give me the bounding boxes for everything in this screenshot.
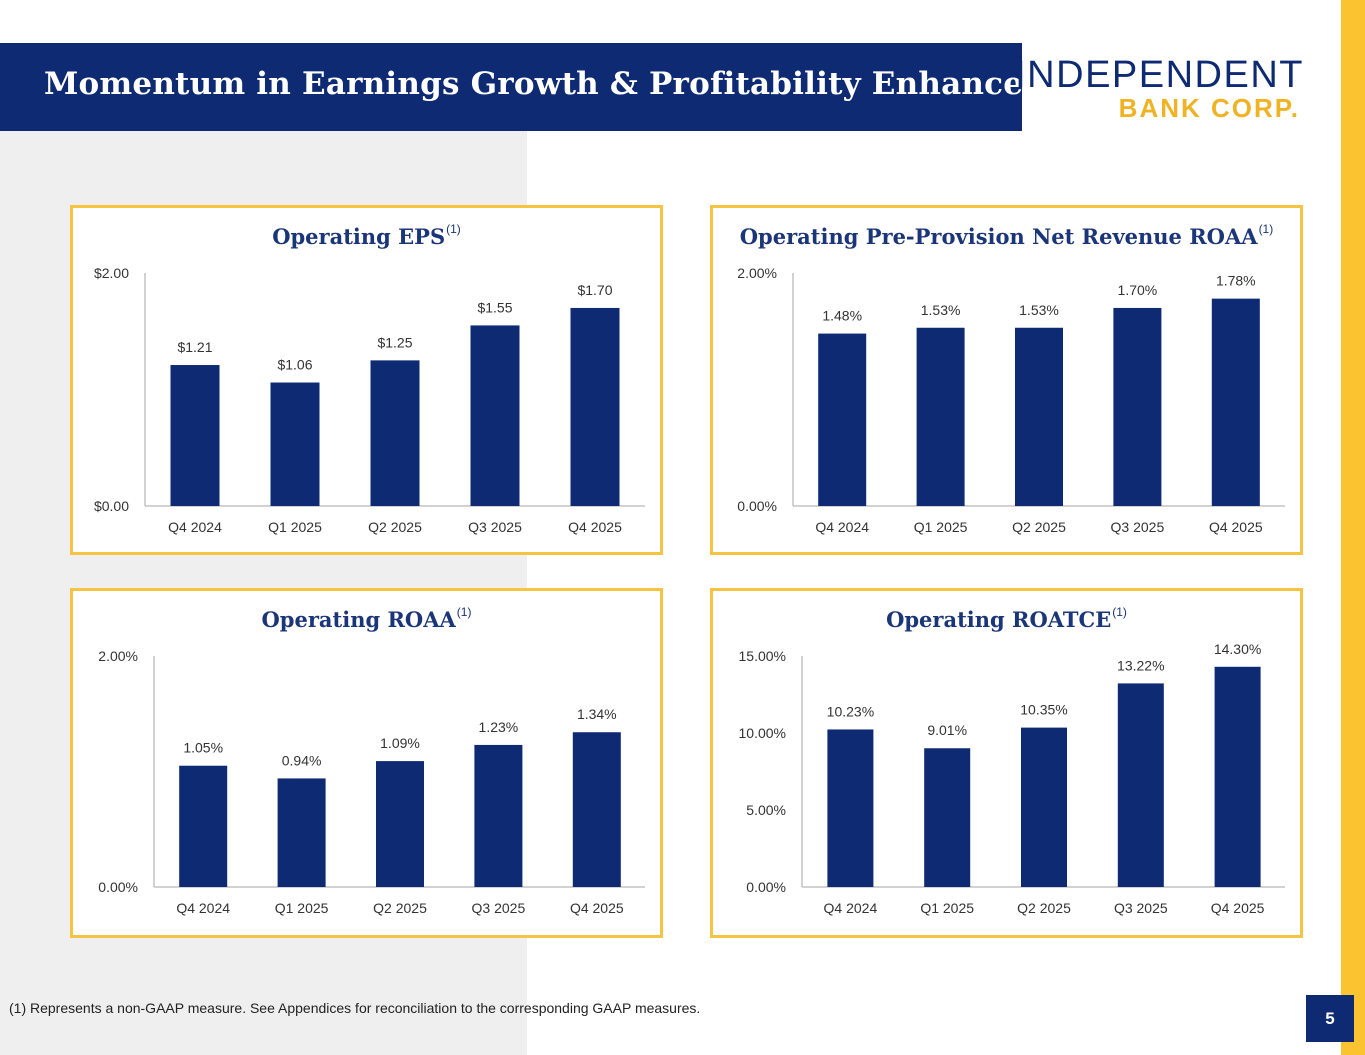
bar [1211, 298, 1260, 506]
data-label: 1.78% [1216, 273, 1256, 289]
roaa-chart-panel: Operating ROAA(1) 0.00% 2.00% 1.05% Q4 2024… [70, 588, 663, 938]
roatce-chart-panel: Operating ROATCE(1) 0.00% 5.00% 10.00% 15.0… [710, 588, 1303, 938]
data-label: 1.53% [921, 302, 961, 318]
y-tick-label: 2.00% [737, 265, 777, 281]
bar [170, 365, 220, 506]
pprn-roaa-chart: 0.00% 2.00% 1.48% Q4 2024 1.53% Q1 2025 1.53% Q… [737, 265, 1285, 535]
logo-subtitle: BANK CORP. [1118, 93, 1300, 123]
data-label: $1.21 [177, 339, 212, 355]
bar [179, 765, 228, 887]
data-label: 1.53% [1019, 302, 1059, 318]
data-label: 1.23% [479, 719, 519, 735]
x-tick-label: Q2 2025 [1017, 900, 1071, 916]
data-label: $1.55 [477, 299, 512, 315]
y-tick-label: 0.00% [746, 879, 786, 895]
x-tick-label: Q4 2025 [568, 519, 622, 535]
gold-side-stripe [1341, 0, 1365, 1055]
x-tick-label: Q4 2025 [570, 900, 624, 916]
x-tick-label: Q2 2025 [373, 900, 427, 916]
chart-title: Operating EPS(1) [272, 222, 461, 249]
bar [818, 333, 867, 506]
y-tick-label: 10.00% [739, 725, 786, 741]
y-tick-label: 15.00% [739, 648, 786, 664]
eps-chart-panel: Operating EPS(1) $0.00 $2.00 $1.21 Q4 2024 $… [70, 205, 663, 555]
x-tick-label: Q4 2025 [1209, 519, 1263, 535]
data-label: 1.09% [380, 735, 420, 751]
bar [277, 778, 326, 887]
data-label: 1.48% [822, 308, 862, 324]
chart-title: Operating ROAA(1) [261, 605, 472, 632]
bar [370, 360, 420, 506]
bar [270, 382, 320, 506]
bar [827, 729, 874, 887]
bar [474, 744, 523, 887]
bar [572, 732, 621, 887]
data-label: $1.06 [277, 357, 312, 373]
x-tick-label: Q4 2024 [176, 900, 230, 916]
x-tick-label: Q1 2025 [275, 900, 329, 916]
title-bar [0, 43, 1022, 131]
y-tick-label: 0.00% [98, 879, 138, 895]
y-tick-label: 0.00% [737, 498, 777, 514]
bar [470, 325, 520, 506]
data-label: 1.05% [183, 740, 223, 756]
chart-title: Operating ROATCE(1) [886, 605, 1127, 632]
slide-title: Momentum in Earnings Growth & Profitabil… [44, 66, 1114, 102]
company-logo: INDEPENDENT BANK CORP. [1015, 55, 1304, 125]
x-tick-label: Q3 2025 [1111, 519, 1165, 535]
bar [376, 761, 424, 887]
footnote: (1) Represents a non-GAAP measure. See A… [9, 1000, 701, 1016]
bar [1214, 666, 1261, 887]
x-tick-label: Q1 2025 [914, 519, 968, 535]
roaa-chart: 0.00% 2.00% 1.05% Q4 2024 0.94% Q1 2025 1.09% Q… [98, 648, 645, 916]
bar [916, 327, 965, 506]
eps-chart: $0.00 $2.00 $1.21 Q4 2024 $1.06 Q1 2025 $1.25 Q… [94, 265, 645, 535]
bar [570, 307, 620, 506]
bar [924, 748, 971, 887]
data-label: 9.01% [927, 722, 967, 738]
x-tick-label: Q1 2025 [920, 900, 974, 916]
data-label: 10.35% [1020, 702, 1067, 718]
x-tick-label: Q2 2025 [368, 519, 422, 535]
data-label: $1.70 [577, 282, 612, 298]
data-label: 0.94% [282, 752, 322, 768]
data-label: 14.30% [1214, 641, 1261, 657]
y-tick-label: $0.00 [94, 498, 129, 514]
bar [1117, 683, 1164, 887]
data-label: 1.70% [1118, 282, 1158, 298]
x-tick-label: Q4 2024 [815, 519, 869, 535]
logo-wordmark: INDEPENDENT [1015, 54, 1304, 96]
x-tick-label: Q3 2025 [1114, 900, 1168, 916]
data-label: 10.23% [827, 703, 874, 719]
y-tick-label: 2.00% [98, 648, 138, 664]
data-label: 1.34% [577, 706, 617, 722]
pprn-roaa-chart-panel: Operating Pre-Provision Net Revenue ROAA… [710, 205, 1303, 555]
data-label: 13.22% [1117, 657, 1164, 673]
x-tick-label: Q4 2024 [824, 900, 878, 916]
x-tick-label: Q1 2025 [268, 519, 322, 535]
x-tick-label: Q3 2025 [472, 900, 526, 916]
x-tick-label: Q3 2025 [468, 519, 522, 535]
x-tick-label: Q4 2024 [168, 519, 222, 535]
x-tick-label: Q2 2025 [1012, 519, 1066, 535]
bar [1021, 727, 1067, 887]
y-tick-label: 5.00% [746, 802, 786, 818]
y-tick-label: $2.00 [94, 265, 129, 281]
roatce-chart: 0.00% 5.00% 10.00% 15.00% 10.23% Q4 2024 9.01%… [739, 641, 1285, 916]
bar [1113, 307, 1162, 506]
chart-title: Operating Pre-Provision Net Revenue ROAA… [739, 222, 1274, 249]
page-number: 5 [1306, 995, 1354, 1042]
bar [1015, 327, 1063, 506]
data-label: $1.25 [377, 334, 412, 350]
x-tick-label: Q4 2025 [1211, 900, 1265, 916]
